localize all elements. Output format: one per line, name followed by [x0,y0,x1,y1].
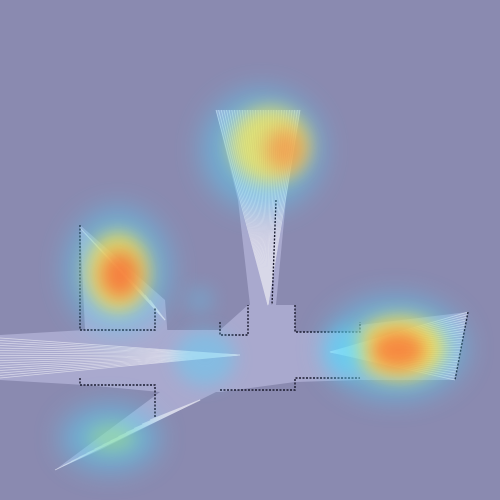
wall-center-upper-right [294,305,361,333]
wall-center-upper-left [219,305,249,336]
hotspot-west-core [100,251,140,299]
hotspot-center-west-glow [186,286,214,314]
wall-west-lower [79,378,156,418]
hotspot-east-inner-glow [325,328,365,376]
hotspot-east-core [370,330,426,370]
attention-heatmap [62,90,465,470]
hotspot-center-glow [175,330,235,386]
ray-southwest [149,399,201,421]
wall-center-lower [220,377,360,391]
hotspot-southwest-mid [88,424,136,452]
wall-north-edge [271,199,277,306]
hotspot-north-core [265,128,305,172]
